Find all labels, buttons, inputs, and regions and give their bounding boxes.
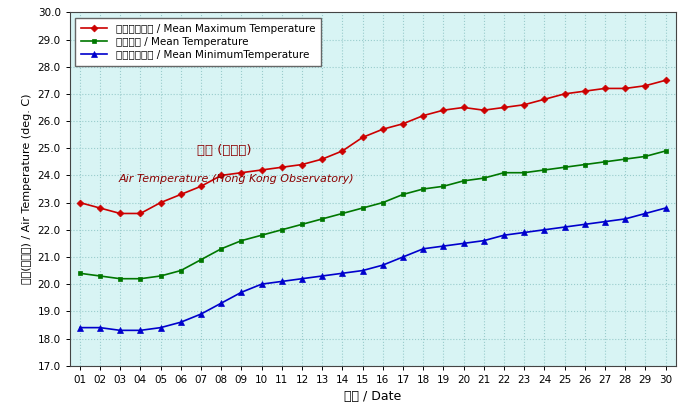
平均最低氣溫 / Mean MinimumTemperature xyxy=(157,325,165,330)
平均最低氣溫 / Mean MinimumTemperature xyxy=(601,219,609,224)
平均最高氣溫 / Mean Maximum Temperature xyxy=(479,108,488,113)
平均最低氣溫 / Mean MinimumTemperature xyxy=(237,290,246,295)
平均最高氣溫 / Mean Maximum Temperature xyxy=(540,97,549,102)
平均最高氣溫 / Mean Maximum Temperature xyxy=(237,170,246,175)
平均最高氣溫 / Mean Maximum Temperature xyxy=(157,200,165,205)
平均氣溫 / Mean Temperature xyxy=(257,233,265,238)
平均氣溫 / Mean Temperature xyxy=(520,170,528,175)
平均最低氣溫 / Mean MinimumTemperature xyxy=(560,225,568,230)
平均最高氣溫 / Mean Maximum Temperature xyxy=(257,168,265,173)
平均氣溫 / Mean Temperature xyxy=(642,154,650,159)
平均氣溫 / Mean Temperature xyxy=(76,271,84,276)
平均最低氣溫 / Mean MinimumTemperature xyxy=(399,255,407,260)
平均最高氣溫 / Mean Maximum Temperature xyxy=(116,211,124,216)
平均最高氣溫 / Mean Maximum Temperature xyxy=(176,192,185,197)
平均最低氣溫 / Mean MinimumTemperature xyxy=(217,301,225,306)
平均最低氣溫 / Mean MinimumTemperature xyxy=(581,222,589,227)
平均最低氣溫 / Mean MinimumTemperature xyxy=(257,282,265,287)
X-axis label: 日期 / Date: 日期 / Date xyxy=(344,390,402,403)
平均最低氣溫 / Mean MinimumTemperature xyxy=(358,268,367,273)
平均最高氣溫 / Mean Maximum Temperature xyxy=(460,105,468,110)
平均氣溫 / Mean Temperature xyxy=(136,276,144,281)
平均最低氣溫 / Mean MinimumTemperature xyxy=(460,241,468,246)
平均最低氣溫 / Mean MinimumTemperature xyxy=(379,262,387,268)
Legend: 平均最高氣溫 / Mean Maximum Temperature, 平均氣溫 / Mean Temperature, 平均最低氣溫 / Mean Minimu: 平均最高氣溫 / Mean Maximum Temperature, 平均氣溫 … xyxy=(75,18,321,66)
平均最高氣溫 / Mean Maximum Temperature xyxy=(419,113,428,118)
平均最低氣溫 / Mean MinimumTemperature xyxy=(661,205,670,210)
平均氣溫 / Mean Temperature xyxy=(379,200,387,205)
平均最高氣溫 / Mean Maximum Temperature xyxy=(621,86,629,91)
平均最高氣溫 / Mean Maximum Temperature xyxy=(136,211,144,216)
平均氣溫 / Mean Temperature xyxy=(661,148,670,153)
平均最高氣溫 / Mean Maximum Temperature xyxy=(661,78,670,83)
平均最低氣溫 / Mean MinimumTemperature xyxy=(197,312,205,317)
平均最低氣溫 / Mean MinimumTemperature xyxy=(540,227,549,232)
平均最高氣溫 / Mean Maximum Temperature xyxy=(298,162,306,167)
平均最低氣溫 / Mean MinimumTemperature xyxy=(520,230,528,235)
平均氣溫 / Mean Temperature xyxy=(318,216,326,221)
平均最低氣溫 / Mean MinimumTemperature xyxy=(278,279,286,284)
平均最高氣溫 / Mean Maximum Temperature xyxy=(601,86,609,91)
平均氣溫 / Mean Temperature xyxy=(197,257,205,262)
平均最高氣溫 / Mean Maximum Temperature xyxy=(399,121,407,126)
平均最低氣溫 / Mean MinimumTemperature xyxy=(439,244,447,249)
平均最低氣溫 / Mean MinimumTemperature xyxy=(419,246,428,251)
平均氣溫 / Mean Temperature xyxy=(500,170,508,175)
平均氣溫 / Mean Temperature xyxy=(339,211,347,216)
平均最高氣溫 / Mean Maximum Temperature xyxy=(439,108,447,113)
平均最低氣溫 / Mean MinimumTemperature xyxy=(76,325,84,330)
平均最高氣溫 / Mean Maximum Temperature xyxy=(278,165,286,170)
平均最低氣溫 / Mean MinimumTemperature xyxy=(298,276,306,281)
平均氣溫 / Mean Temperature xyxy=(278,227,286,232)
Y-axis label: 氣溫(攝氏度) / Air Temperature (deg. C): 氣溫(攝氏度) / Air Temperature (deg. C) xyxy=(22,94,32,284)
平均氣溫 / Mean Temperature xyxy=(176,268,185,273)
平均最高氣溫 / Mean Maximum Temperature xyxy=(318,157,326,162)
平均最低氣溫 / Mean MinimumTemperature xyxy=(116,328,124,333)
平均最高氣溫 / Mean Maximum Temperature xyxy=(217,173,225,178)
平均氣溫 / Mean Temperature xyxy=(479,176,488,181)
平均氣溫 / Mean Temperature xyxy=(439,184,447,189)
平均最高氣溫 / Mean Maximum Temperature xyxy=(76,200,84,205)
平均氣溫 / Mean Temperature xyxy=(560,165,568,170)
平均氣溫 / Mean Temperature xyxy=(460,178,468,184)
平均氣溫 / Mean Temperature xyxy=(157,273,165,278)
平均最低氣溫 / Mean MinimumTemperature xyxy=(96,325,104,330)
平均氣溫 / Mean Temperature xyxy=(96,273,104,278)
平均氣溫 / Mean Temperature xyxy=(621,157,629,162)
平均氣溫 / Mean Temperature xyxy=(399,192,407,197)
平均氣溫 / Mean Temperature xyxy=(217,246,225,251)
平均最高氣溫 / Mean Maximum Temperature xyxy=(581,89,589,94)
平均最高氣溫 / Mean Maximum Temperature xyxy=(358,135,367,140)
平均氣溫 / Mean Temperature xyxy=(358,205,367,210)
平均最高氣溫 / Mean Maximum Temperature xyxy=(339,148,347,153)
Line: 平均最高氣溫 / Mean Maximum Temperature: 平均最高氣溫 / Mean Maximum Temperature xyxy=(77,78,668,216)
平均最高氣溫 / Mean Maximum Temperature xyxy=(96,205,104,210)
平均最高氣溫 / Mean Maximum Temperature xyxy=(560,92,568,97)
平均最低氣溫 / Mean MinimumTemperature xyxy=(479,238,488,243)
平均最低氣溫 / Mean MinimumTemperature xyxy=(500,233,508,238)
平均氣溫 / Mean Temperature xyxy=(116,276,124,281)
平均最高氣溫 / Mean Maximum Temperature xyxy=(500,105,508,110)
Line: 平均最低氣溫 / Mean MinimumTemperature: 平均最低氣溫 / Mean MinimumTemperature xyxy=(77,205,668,333)
平均最低氣溫 / Mean MinimumTemperature xyxy=(318,273,326,278)
平均最低氣溫 / Mean MinimumTemperature xyxy=(136,328,144,333)
Text: Air Temperature (Hong Kong Observatory): Air Temperature (Hong Kong Observatory) xyxy=(118,174,354,184)
平均氣溫 / Mean Temperature xyxy=(298,222,306,227)
平均氣溫 / Mean Temperature xyxy=(419,186,428,192)
平均最低氣溫 / Mean MinimumTemperature xyxy=(339,271,347,276)
平均最低氣溫 / Mean MinimumTemperature xyxy=(176,320,185,325)
平均氣溫 / Mean Temperature xyxy=(540,168,549,173)
Text: 氣溫 (天文台): 氣溫 (天文台) xyxy=(197,144,252,157)
平均最低氣溫 / Mean MinimumTemperature xyxy=(642,211,650,216)
平均最高氣溫 / Mean Maximum Temperature xyxy=(379,127,387,132)
平均最低氣溫 / Mean MinimumTemperature xyxy=(621,216,629,221)
平均最高氣溫 / Mean Maximum Temperature xyxy=(197,184,205,189)
Line: 平均氣溫 / Mean Temperature: 平均氣溫 / Mean Temperature xyxy=(77,149,668,281)
平均最高氣溫 / Mean Maximum Temperature xyxy=(642,83,650,88)
平均氣溫 / Mean Temperature xyxy=(581,162,589,167)
平均最高氣溫 / Mean Maximum Temperature xyxy=(520,102,528,107)
平均氣溫 / Mean Temperature xyxy=(237,238,246,243)
平均氣溫 / Mean Temperature xyxy=(601,159,609,164)
